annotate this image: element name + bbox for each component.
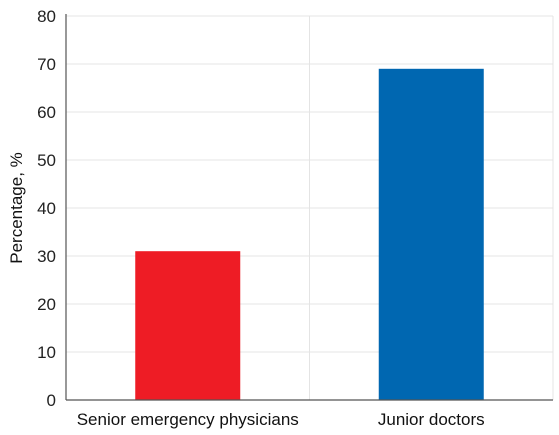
y-tick-labels: 0 10 20 30 40 50 60 70 80	[37, 7, 56, 410]
x-category-label-2: Junior doctors	[378, 410, 485, 429]
bar-2	[378, 68, 484, 401]
y-tick-label-50: 50	[37, 151, 56, 170]
x-category-label-1: Senior emergency physicians	[77, 410, 299, 429]
y-tick-label-80: 80	[37, 7, 56, 26]
y-tick-label-30: 30	[37, 247, 56, 266]
y-axis-title: Percentage, %	[7, 152, 26, 264]
y-tick-label-70: 70	[37, 55, 56, 74]
y-tick-label-10: 10	[37, 343, 56, 362]
y-tick-label-60: 60	[37, 103, 56, 122]
y-tick-label-40: 40	[37, 199, 56, 218]
y-tick-label-20: 20	[37, 295, 56, 314]
bars	[135, 68, 484, 401]
axes	[65, 14, 553, 401]
x-category-labels: Senior emergency physicians Junior doctor…	[77, 410, 485, 429]
bar-1	[135, 251, 241, 400]
y-tick-label-0: 0	[47, 391, 56, 410]
